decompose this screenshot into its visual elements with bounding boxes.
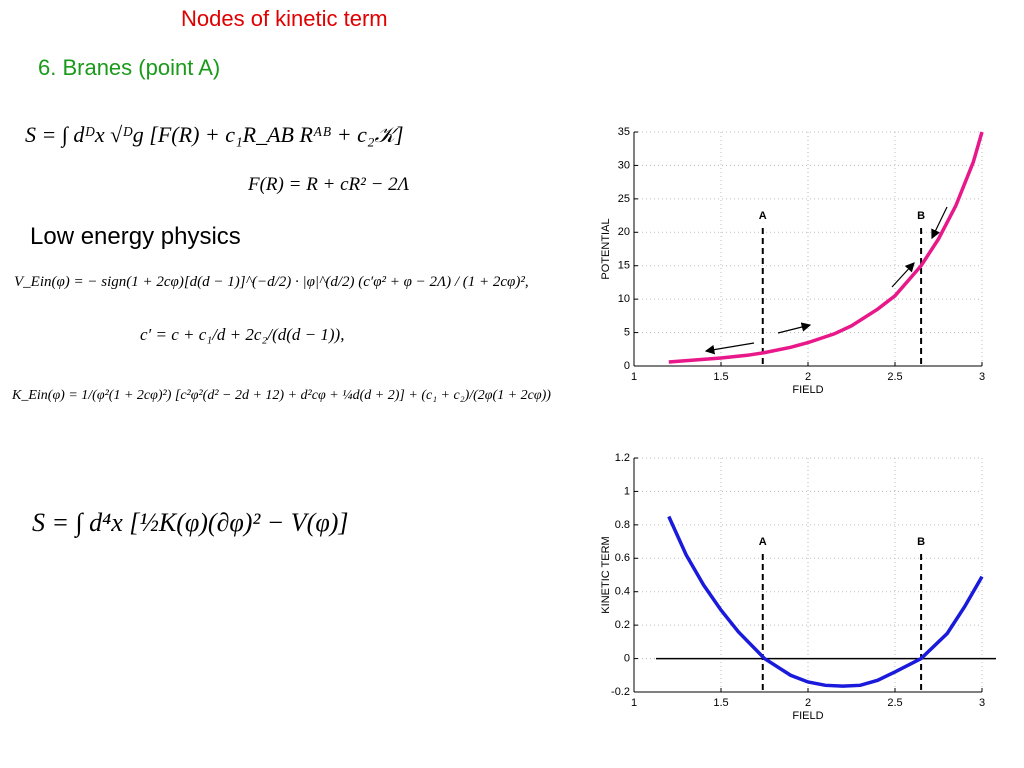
x-tick-label: 1.5	[713, 371, 728, 383]
arrow	[891, 262, 915, 288]
section-heading: Low energy physics	[30, 223, 241, 250]
equation: K_Ein(φ) = 1/(φ²(1 + 2cφ)²) [c²φ²(d² − 2…	[12, 388, 551, 403]
marker-label: A	[759, 210, 767, 222]
y-tick-label: 35	[618, 126, 630, 138]
x-tick-label: 3	[979, 697, 985, 709]
slide-title: Nodes of kinetic term	[181, 6, 388, 31]
y-tick-label: 5	[624, 326, 630, 338]
x-tick-label: 2	[805, 371, 811, 383]
y-tick-label: 30	[618, 159, 630, 171]
x-tick-label: 3	[979, 371, 985, 383]
x-axis-label: FIELD	[792, 710, 823, 722]
y-tick-label: 25	[618, 193, 630, 205]
y-tick-label: 0	[624, 652, 630, 664]
y-tick-label: 0.4	[615, 586, 630, 598]
equation: F(R) = R + cR² − 2Λ	[248, 174, 410, 195]
x-tick-label: 1	[631, 371, 637, 383]
marker-label: B	[917, 210, 925, 222]
y-tick-label: 10	[618, 293, 630, 305]
y-tick-label: 1	[624, 485, 630, 497]
arrow	[931, 206, 948, 240]
y-tick-label: 0	[624, 360, 630, 372]
arrow	[704, 342, 755, 355]
y-tick-label: 15	[618, 260, 630, 272]
y-axis-label: KINETIC TERM	[600, 536, 612, 613]
equation: V_Ein(φ) = − sign(1 + 2cφ)[d(d − 1)]^(−d…	[14, 274, 529, 290]
x-tick-label: 2.5	[887, 697, 902, 709]
arrow	[777, 322, 812, 334]
data-line	[668, 131, 984, 364]
marker-label: A	[759, 536, 767, 548]
y-axis-label: POTENTIAL	[600, 218, 612, 279]
data-line	[667, 515, 984, 688]
slide-subtitle: 6. Branes (point A)	[38, 55, 221, 80]
y-tick-label: -0.2	[611, 686, 630, 698]
x-tick-label: 1.5	[713, 697, 728, 709]
x-tick-label: 1	[631, 697, 637, 709]
equation: S = ∫ d⁴x [½K(φ)(∂φ)² − V(φ)]	[32, 508, 349, 537]
y-tick-label: 1.2	[615, 452, 630, 464]
equation: S = ∫ dᴰx √ᴰg [F(R) + c₁R_AB Rᴬᴮ + c₂𝒦]	[25, 122, 404, 147]
marker-label: B	[917, 536, 925, 548]
y-tick-label: 0.6	[615, 552, 630, 564]
y-tick-label: 0.2	[615, 619, 630, 631]
x-tick-label: 2	[805, 697, 811, 709]
y-tick-label: 20	[618, 226, 630, 238]
y-tick-label: 0.8	[615, 519, 630, 531]
x-axis-label: FIELD	[792, 384, 823, 396]
x-tick-label: 2.5	[887, 371, 902, 383]
equation: c′ = c + c₁/d + 2c₂/(d(d − 1)),	[140, 325, 345, 344]
